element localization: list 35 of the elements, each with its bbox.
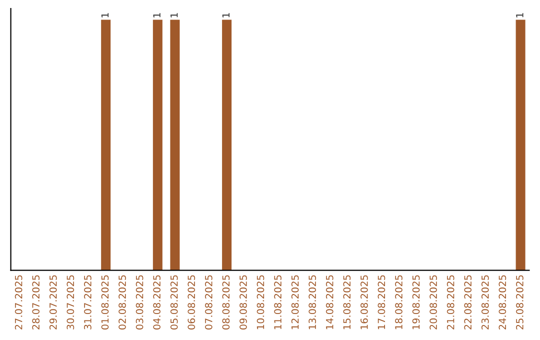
x-tick-label: 27.07.2025 bbox=[14, 275, 22, 330]
x-tick-label: 16.08.2025 bbox=[360, 275, 368, 330]
x-tick-label: 11.08.2025 bbox=[274, 275, 282, 330]
x-tick-label: 05.08.2025 bbox=[170, 275, 178, 330]
x-tick-label: 30.07.2025 bbox=[66, 275, 74, 330]
x-tick-label: 07.08.2025 bbox=[204, 275, 212, 330]
x-tick-label: 09.08.2025 bbox=[240, 275, 247, 330]
x-tick-label: 12.08.2025 bbox=[291, 275, 299, 330]
x-tick-label: 22.08.2025 bbox=[464, 275, 472, 330]
x-tick-label: 20.08.2025 bbox=[430, 275, 437, 330]
x-tick-label: 03.08.2025 bbox=[136, 275, 144, 330]
x-tick-label: 10.08.2025 bbox=[256, 275, 264, 330]
x-tick-label: 23.08.2025 bbox=[481, 275, 489, 330]
data-label: 1 bbox=[153, 13, 160, 18]
x-tick-label: 19.08.2025 bbox=[412, 275, 420, 330]
data-label: 1 bbox=[222, 13, 230, 18]
x-tick-label: 04.08.2025 bbox=[153, 275, 160, 330]
x-tick-label: 18.08.2025 bbox=[395, 275, 402, 330]
x-tick-label: 06.08.2025 bbox=[188, 275, 196, 330]
x-tick-label: 21.08.2025 bbox=[446, 275, 454, 330]
x-tick-label: 29.07.2025 bbox=[49, 275, 57, 330]
x-tick-label: 15.08.2025 bbox=[343, 275, 351, 330]
data-label: 1 bbox=[101, 13, 109, 18]
data-label: 1 bbox=[170, 13, 178, 18]
x-tick-label: 08.08.2025 bbox=[222, 275, 230, 330]
x-tick-label: 31.07.2025 bbox=[84, 275, 92, 330]
x-tick-label: 14.08.2025 bbox=[326, 275, 334, 330]
data-label: 1 bbox=[516, 13, 524, 18]
x-tick-label: 25.08.2025 bbox=[516, 275, 524, 330]
x-tick-label: 24.08.2025 bbox=[498, 275, 506, 330]
x-tick-label: 01.08.2025 bbox=[101, 275, 109, 330]
x-tick-label: 17.08.2025 bbox=[378, 275, 386, 330]
x-tick-label: 02.08.2025 bbox=[118, 275, 126, 330]
x-tick-label: 13.08.2025 bbox=[308, 275, 316, 330]
x-tick-label: 28.07.2025 bbox=[32, 275, 40, 330]
